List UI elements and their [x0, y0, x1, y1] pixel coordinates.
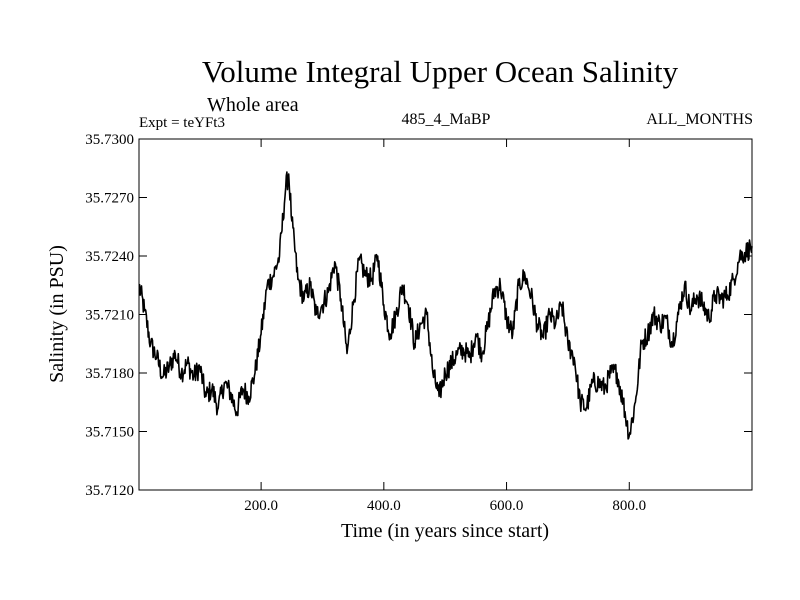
x-axis-ticks: 200.0 400.0 600.0 800.0: [244, 139, 646, 514]
y-axis-ticks: 35.7120 35.7150 35.7180 35.7210 35.7240 35.72…: [85, 132, 752, 499]
x-tick-label: 800.0: [612, 498, 646, 514]
y-tick-label: 35.7300: [85, 132, 134, 148]
x-tick-label: 600.0: [490, 498, 524, 514]
plot-frame: [138, 138, 753, 491]
experiment-label: Expt = teYFt3: [139, 115, 225, 131]
y-tick-label: 35.7120: [85, 483, 134, 499]
y-tick-label: 35.7240: [85, 249, 134, 265]
y-tick-label: 35.7210: [85, 308, 134, 324]
y-tick-label: 35.7270: [85, 191, 134, 207]
chart-title: Volume Integral Upper Ocean Salinity: [202, 54, 679, 89]
x-axis-label: Time (in years since start): [341, 520, 549, 542]
y-tick-label: 35.7180: [85, 366, 134, 382]
months-label: ALL_MONTHS: [646, 111, 753, 128]
x-tick-label: 200.0: [244, 498, 278, 514]
run-label: 485_4_MaBP: [402, 111, 491, 128]
y-tick-label: 35.7150: [85, 425, 134, 441]
chart-subtitle: Whole area: [207, 94, 299, 116]
salinity-series-line: [138, 171, 753, 440]
x-tick-label: 400.0: [367, 498, 401, 514]
y-axis-label: Salinity (in PSU): [46, 245, 68, 383]
